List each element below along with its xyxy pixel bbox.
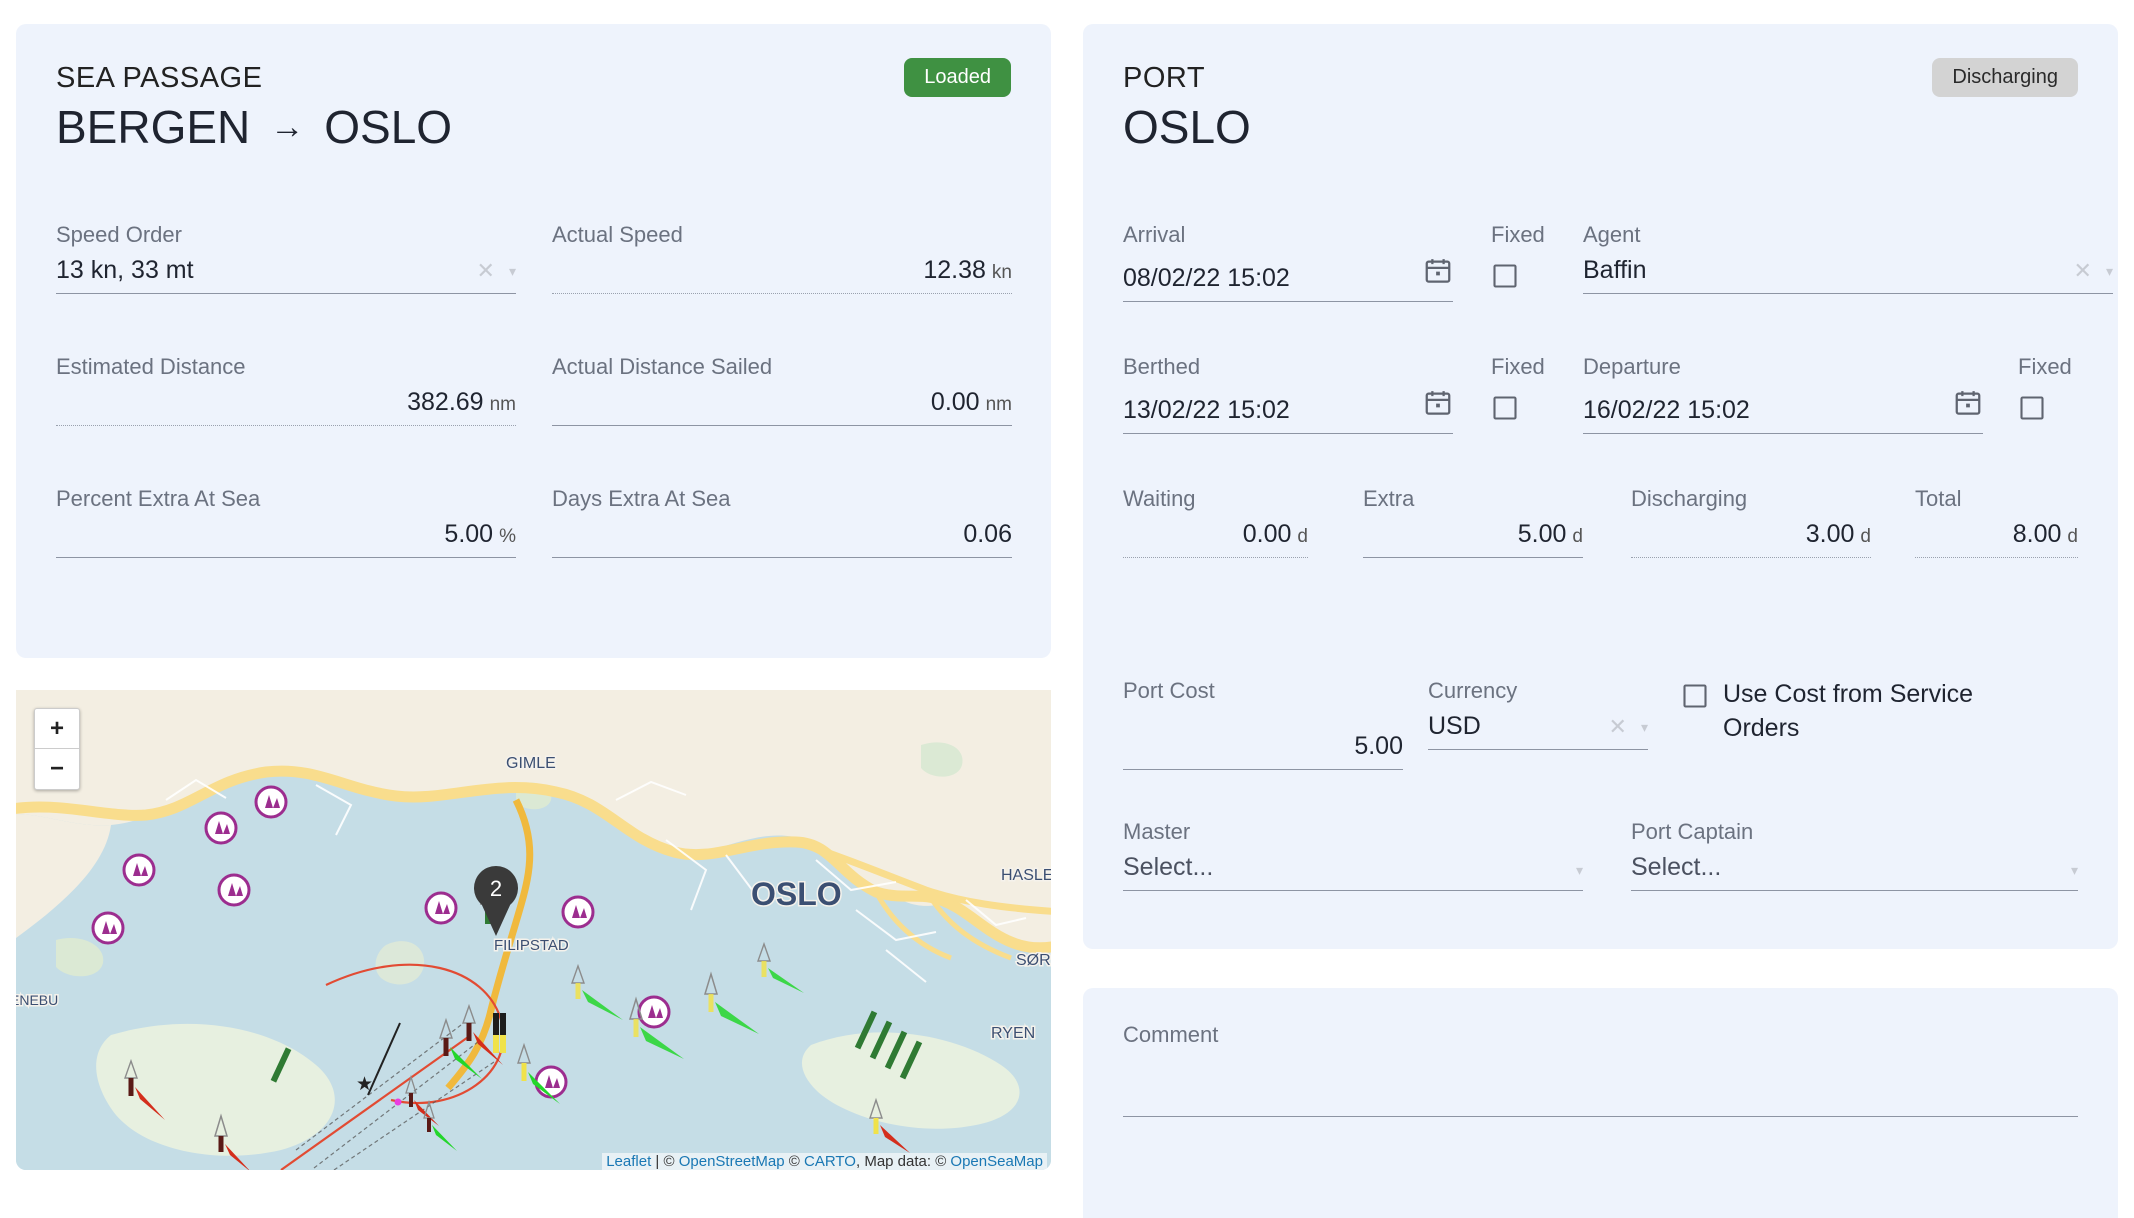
svg-text:SØRENGA: SØRENGA <box>1016 952 1051 969</box>
svg-text:2: 2 <box>490 876 502 901</box>
svg-text:HASLE: HASLE <box>1001 867 1051 884</box>
svg-text:OSLO: OSLO <box>751 876 842 912</box>
svg-text:FILIPSTAD: FILIPSTAD <box>494 937 569 954</box>
svg-text:GIMLE: GIMLE <box>506 755 556 772</box>
svg-text:★: ★ <box>356 1074 373 1095</box>
svg-text:RYEN: RYEN <box>991 1025 1035 1042</box>
svg-text:ENEBU: ENEBU <box>16 992 58 1008</box>
